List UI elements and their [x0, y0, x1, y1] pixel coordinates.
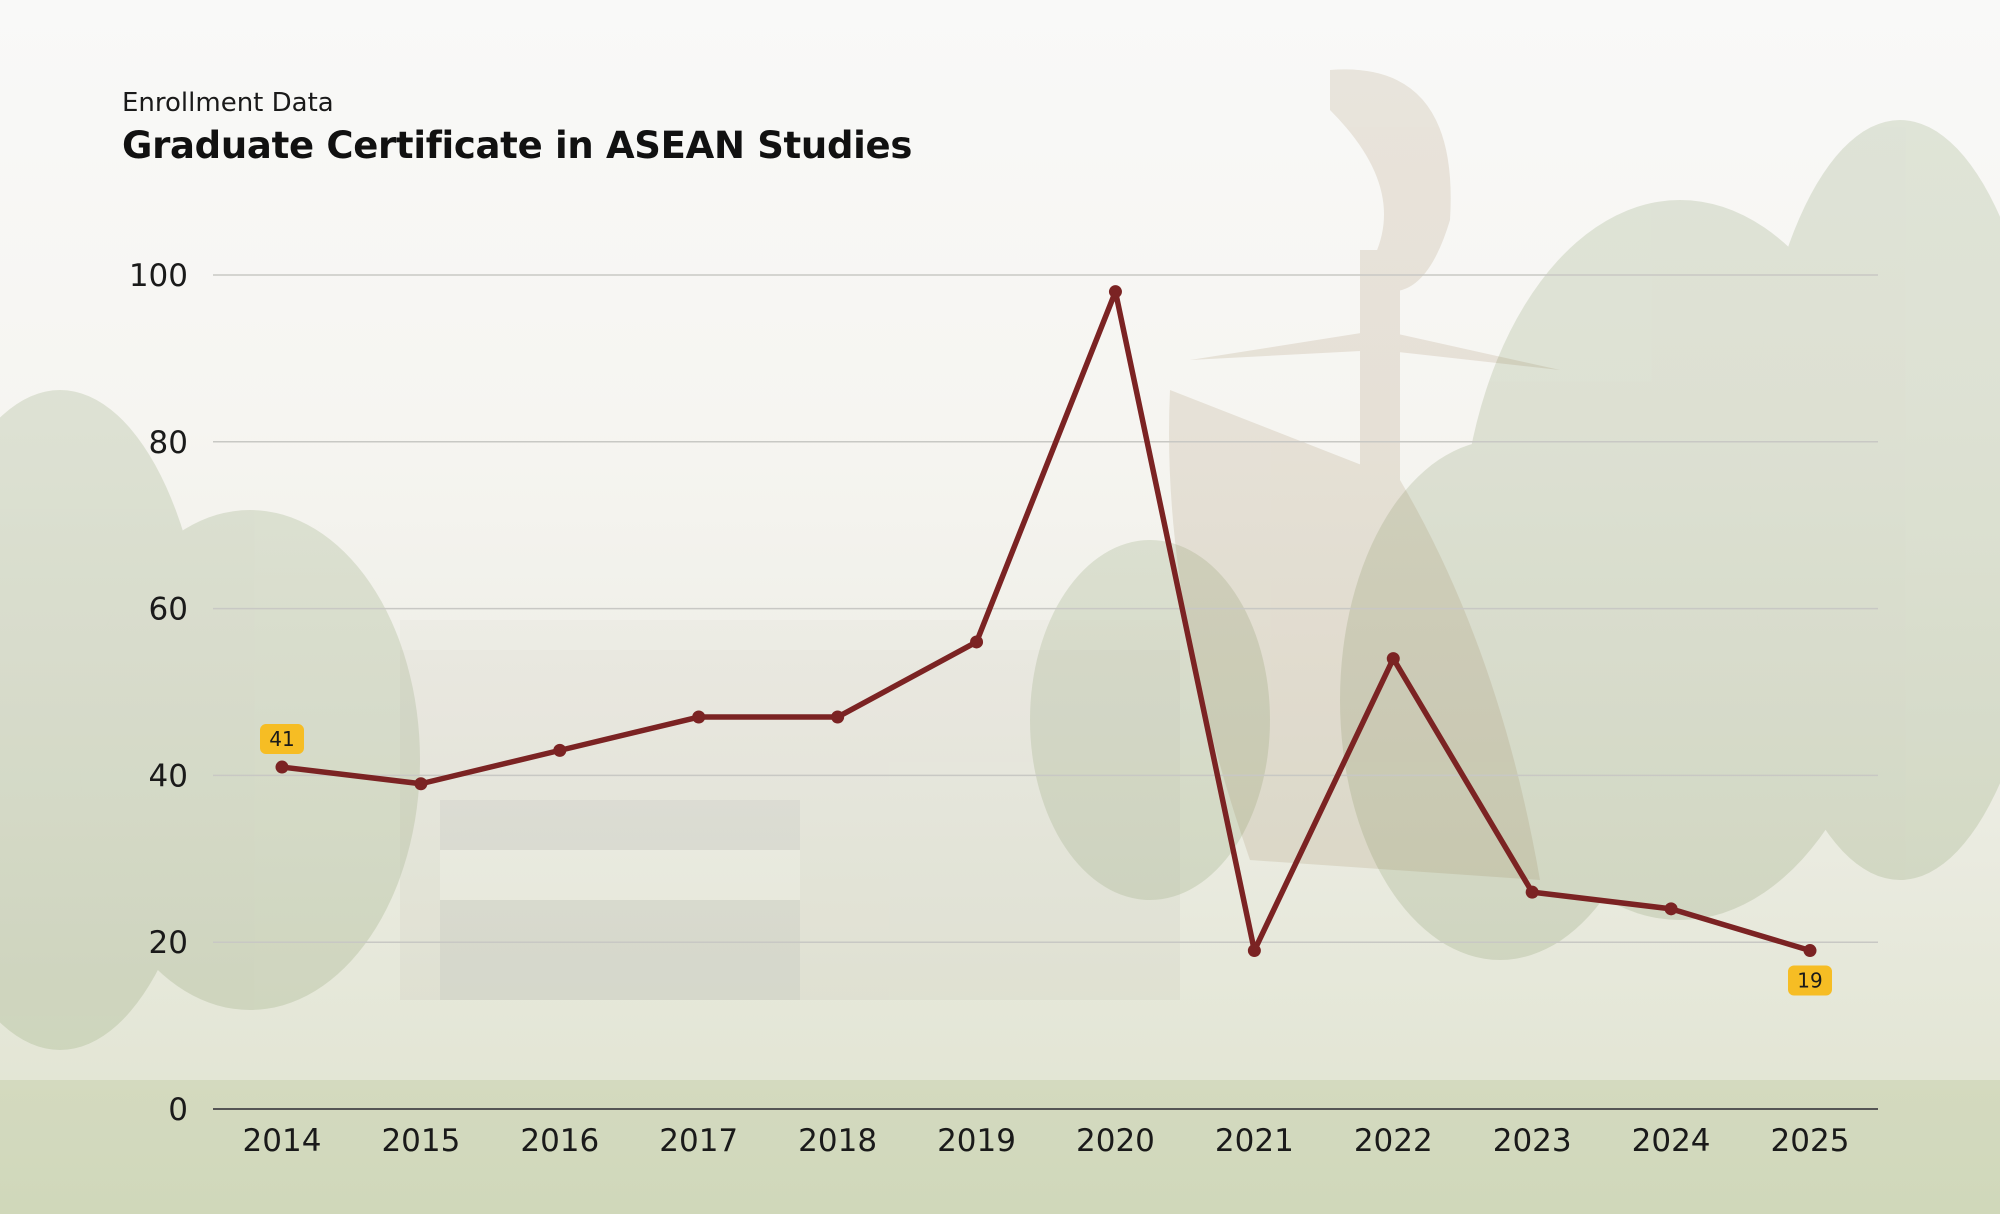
x-tick-label: 2025: [1771, 1123, 1850, 1159]
y-tick-label: 20: [149, 925, 188, 961]
y-tick-label: 40: [149, 758, 188, 794]
data-point-2025: [1803, 944, 1817, 958]
callout-badge: [260, 724, 304, 755]
x-tick-label: 2022: [1354, 1123, 1433, 1159]
data-point-2023: [1525, 885, 1539, 899]
x-tick-label: 2018: [798, 1123, 877, 1159]
data-point-2014: [275, 760, 289, 774]
x-tick-label: 2021: [1215, 1123, 1294, 1159]
data-point-2016: [553, 743, 567, 757]
y-tick-label: 80: [149, 425, 188, 461]
chart-subtitle: Enrollment Data: [122, 88, 334, 118]
callout-label: 41: [269, 727, 294, 751]
y-tick-label: 60: [149, 592, 188, 628]
data-point-2018: [831, 710, 845, 724]
chart-header: Enrollment Data Graduate Certificate in …: [122, 88, 912, 167]
x-tick-label: 2014: [243, 1123, 322, 1159]
data-point-2019: [970, 635, 984, 649]
callout-badge: [1788, 965, 1832, 996]
x-tick-label: 2019: [937, 1123, 1016, 1159]
x-tick-label: 2015: [381, 1123, 460, 1159]
callout-label: 19: [1797, 969, 1822, 993]
x-tick-label: 2024: [1632, 1123, 1711, 1159]
x-tick-label: 2016: [520, 1123, 599, 1159]
callout-2014: 41: [260, 724, 304, 755]
data-point-2021: [1247, 944, 1261, 958]
callout-2025: 19: [1788, 965, 1832, 996]
data-point-2024: [1664, 902, 1678, 916]
chart-title: Graduate Certificate in ASEAN Studies: [122, 124, 913, 167]
y-tick-label: 0: [168, 1092, 188, 1128]
series-line: [279, 288, 1813, 954]
data-point-2015: [414, 777, 428, 791]
data-point-2020: [1108, 285, 1122, 299]
x-tick-label: 2020: [1076, 1123, 1155, 1159]
x-tick-label: 2023: [1493, 1123, 1572, 1159]
data-point-2017: [692, 710, 706, 724]
x-tick-label: 2017: [659, 1123, 738, 1159]
data-point-2022: [1386, 652, 1400, 666]
y-tick-label: 100: [129, 258, 188, 294]
